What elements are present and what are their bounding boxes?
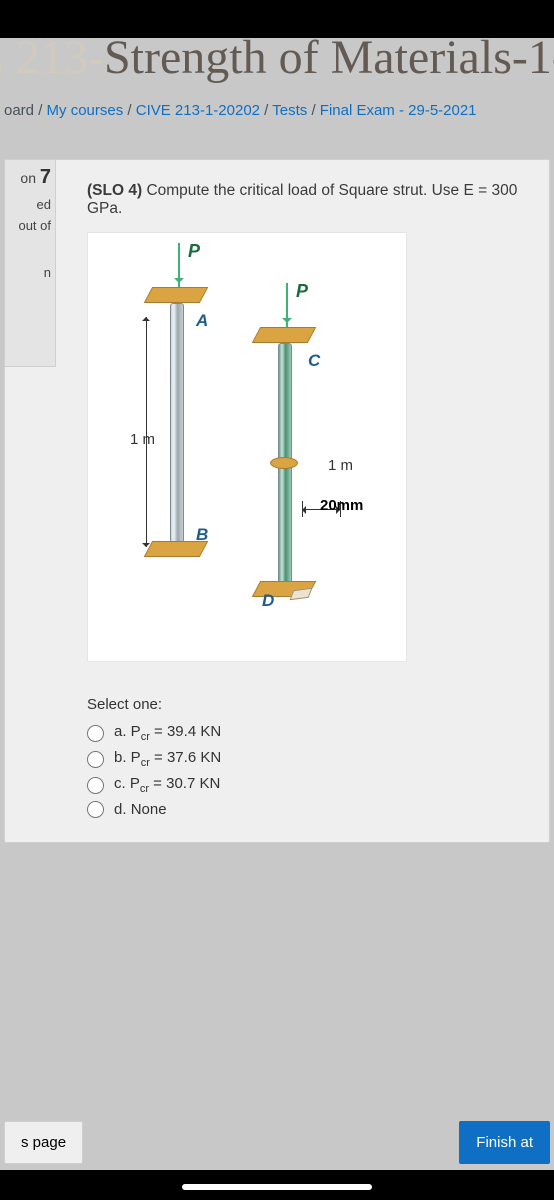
breadcrumb-link-tests[interactable]: Tests bbox=[272, 102, 307, 119]
answered-label: ed bbox=[9, 197, 51, 212]
breadcrumb-item: oard bbox=[4, 102, 34, 119]
breadcrumb-link-my-courses[interactable]: My courses bbox=[47, 102, 124, 119]
device-status-bar bbox=[0, 0, 554, 38]
flag-label[interactable]: n bbox=[9, 265, 51, 280]
breadcrumb: oard / My courses / CIVE 213-1-20202 / T… bbox=[0, 98, 554, 129]
marks-label: out of bbox=[9, 218, 51, 233]
previous-page-button[interactable]: s page bbox=[4, 1121, 83, 1164]
breadcrumb-link-exam[interactable]: Final Exam - 29-5-2021 bbox=[320, 102, 477, 119]
option-d[interactable]: d. None bbox=[87, 801, 531, 818]
option-d-radio[interactable] bbox=[87, 801, 104, 818]
question-text: (SLO 4) Compute the critical load of Squ… bbox=[87, 182, 531, 218]
page-title-banner: VE 213-Strength of Materials-1-20202 bbox=[0, 38, 554, 98]
question-figure: P A B 1 m P C D 1 m bbox=[87, 232, 407, 662]
select-one-label: Select one: bbox=[87, 696, 531, 713]
option-c[interactable]: c. Pcr = 30.7 KN bbox=[87, 775, 531, 795]
home-indicator[interactable] bbox=[182, 1184, 372, 1190]
option-b[interactable]: b. Pcr = 37.6 KN bbox=[87, 749, 531, 769]
question-sidebar: on 7 ed out of n bbox=[4, 159, 56, 367]
question-number: 7 bbox=[40, 166, 51, 188]
option-b-radio[interactable] bbox=[87, 751, 104, 768]
breadcrumb-link-course[interactable]: CIVE 213-1-20202 bbox=[136, 102, 260, 119]
option-a-radio[interactable] bbox=[87, 725, 104, 742]
finish-attempt-button[interactable]: Finish at bbox=[459, 1121, 550, 1164]
course-title-main: Strength of Materials-1-20202 bbox=[104, 38, 554, 84]
question-card: on 7 ed out of n (SLO 4) Compute the cri… bbox=[4, 159, 550, 843]
course-title-prefix: VE 213- bbox=[0, 38, 104, 84]
option-c-radio[interactable] bbox=[87, 777, 104, 794]
answer-options: a. Pcr = 39.4 KN b. Pcr = 37.6 KN c. Pcr… bbox=[87, 723, 531, 818]
option-a[interactable]: a. Pcr = 39.4 KN bbox=[87, 723, 531, 743]
